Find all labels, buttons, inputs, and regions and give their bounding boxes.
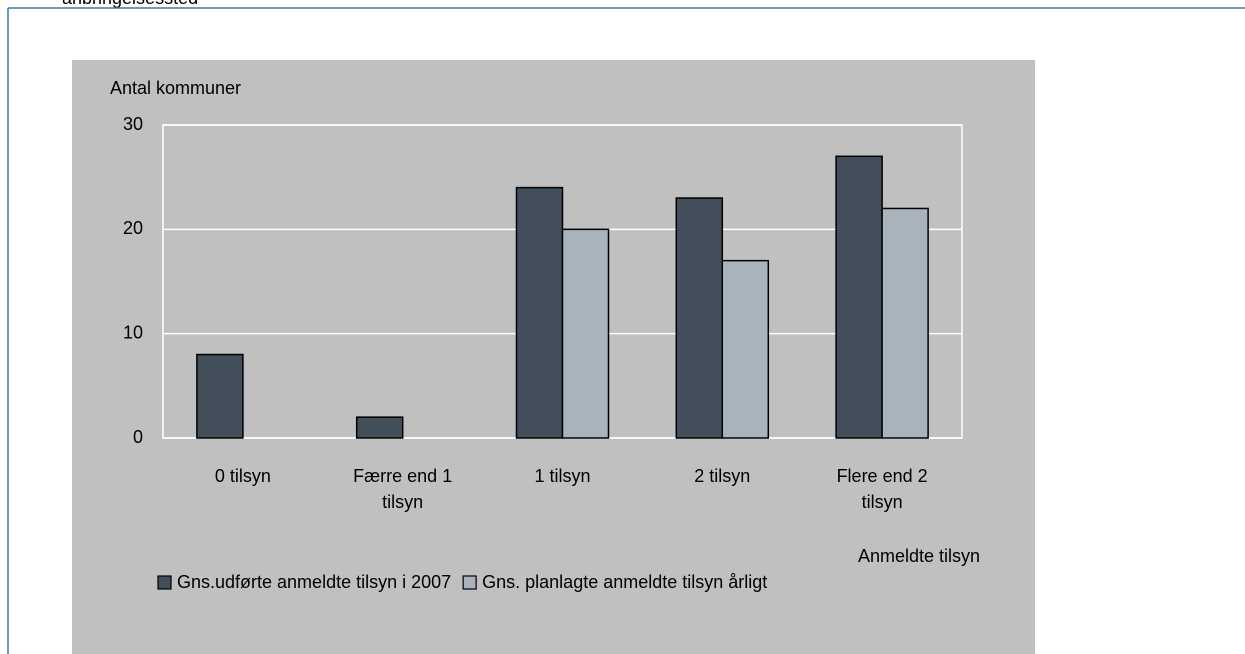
- y-tick-label: 20: [123, 218, 143, 238]
- bar: [675, 197, 724, 439]
- bar: [515, 186, 564, 439]
- bar: [355, 416, 404, 439]
- bar: [881, 207, 929, 439]
- y-tick-label: 0: [133, 427, 143, 447]
- x-tick-label: 2 tilsyn: [694, 466, 751, 486]
- bar: [835, 155, 883, 439]
- legend-label: Gns. planlagte anmeldte tilsyn årligt: [482, 572, 767, 592]
- caption-fragment: anbringelsessted: [62, 0, 198, 8]
- legend-label: Gns.udførte anmeldte tilsyn i 2007: [177, 572, 451, 592]
- bar: [721, 259, 770, 439]
- bar: [196, 353, 244, 439]
- y-tick-label: 10: [123, 322, 143, 342]
- x-tick-label: Flere end 2 tilsyn: [836, 466, 928, 512]
- x-tick-label: Færre end 1 tilsyn: [353, 466, 453, 512]
- y-axis-label: Antal kommuner: [110, 78, 241, 98]
- y-tick-label: 30: [123, 114, 143, 134]
- x-tick-label: 1 tilsyn: [534, 466, 591, 486]
- bar: [561, 228, 610, 439]
- legend-swatch: [462, 575, 477, 590]
- legend-swatch: [157, 575, 172, 590]
- x-axis-label: Anmeldte tilsyn: [858, 546, 980, 566]
- x-tick-label: 0 tilsyn: [214, 466, 271, 486]
